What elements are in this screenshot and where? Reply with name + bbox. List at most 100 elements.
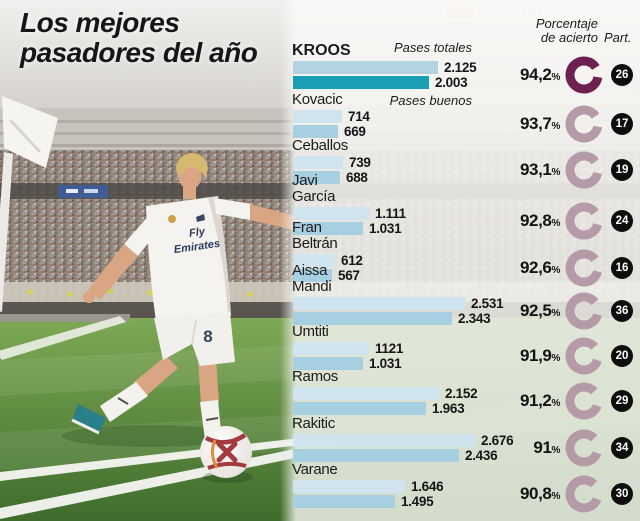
player-name-line: Rakitic	[292, 415, 335, 432]
accuracy-donut	[565, 151, 603, 189]
total-passes-bar	[293, 110, 342, 123]
participation-badge: 19	[611, 159, 633, 181]
participation-badge: 30	[611, 483, 633, 505]
good-passes-value: 567	[338, 268, 360, 283]
total-passes-value: 2.125	[444, 60, 477, 75]
good-passes-row: 567	[293, 268, 360, 283]
good-passes-row: 1.031	[293, 356, 402, 371]
total-passes-bar	[293, 61, 438, 74]
player-name-line: Javi	[292, 172, 318, 189]
title-line2: pasadores del año	[20, 37, 258, 68]
player-name-line: Ceballos	[292, 137, 348, 154]
good-passes-row: 669	[293, 124, 366, 139]
player-name: Ceballos	[292, 138, 348, 154]
good-passes-row: 688	[293, 170, 368, 185]
player-name-line: Mandi	[292, 278, 332, 295]
total-passes-bar	[293, 156, 343, 169]
jersey-sponsor-line1: Fly	[188, 226, 206, 240]
total-passes-row: 1.646	[293, 479, 444, 494]
good-passes-bar	[293, 402, 426, 415]
accuracy-donut	[565, 292, 603, 330]
far-touchline	[0, 316, 126, 360]
player-name: Ramos	[292, 369, 338, 385]
good-passes-value: 1.031	[369, 221, 402, 236]
good-passes-row: 1.963	[293, 401, 465, 416]
good-passes-value: 688	[346, 170, 368, 185]
participation-badge: 16	[611, 257, 633, 279]
short-number: 8	[203, 327, 212, 346]
accuracy-donut	[565, 475, 603, 513]
accuracy-donut	[565, 429, 603, 467]
good-passes-bar	[293, 357, 363, 370]
total-passes-row: 2.152	[293, 386, 478, 401]
accuracy-header-line1: Porcentaje	[535, 16, 598, 31]
accuracy-header-line2: de acierto	[540, 29, 598, 45]
total-passes-value: 1121	[375, 341, 404, 356]
total-passes-bar	[293, 254, 335, 267]
good-passes-bar	[293, 222, 363, 235]
good-passes-row: 2.343	[293, 311, 491, 326]
title-line1: Los mejores	[20, 7, 180, 38]
accuracy-donut	[565, 249, 603, 287]
player-name: Rakitic	[292, 416, 335, 432]
total-passes-value: 2.152	[445, 386, 478, 401]
accuracy-donut	[565, 202, 603, 240]
player-name: Javi García	[292, 172, 336, 205]
good-passes-bar	[293, 495, 395, 508]
corner-flag	[0, 96, 58, 312]
player-name: KROOS	[292, 43, 351, 59]
accuracy-donut	[565, 382, 603, 420]
total-passes-bar	[293, 480, 405, 493]
good-passes-value: 2.343	[458, 311, 491, 326]
accuracy-donut	[565, 105, 603, 143]
player-name-line: Beltrán	[292, 235, 338, 252]
player-name-line: Varane	[292, 461, 338, 478]
player-name-line: García	[292, 188, 336, 205]
good-passes-value: 2.003	[435, 75, 468, 90]
participation-badge: 29	[611, 390, 633, 412]
player-name: Fran Beltrán	[292, 219, 338, 252]
player-name-line: Kovacic	[292, 91, 343, 108]
total-passes-row: 612	[293, 253, 363, 268]
accuracy-value: 91%	[533, 438, 560, 457]
participation-badge: 24	[611, 210, 633, 232]
accuracy-value: 92,6%	[520, 258, 560, 277]
accuracy-value: 93,1%	[520, 160, 560, 179]
good-passes-bar	[293, 449, 459, 462]
accuracy-donut	[565, 337, 603, 375]
accuracy-value: 94,2%	[520, 65, 560, 84]
good-passes-value: 1.031	[369, 356, 402, 371]
player-name: Umtiti	[292, 324, 329, 340]
accuracy-value: 90,8%	[520, 484, 560, 503]
total-passes-value: 2.531	[471, 296, 504, 311]
total-passes-value: 2.676	[481, 433, 514, 448]
good-passes-bar	[293, 312, 452, 325]
total-passes-value: 1.111	[375, 206, 406, 221]
player-name-line: Ramos	[292, 368, 339, 385]
good-passes-row: 1.031	[293, 221, 402, 236]
ball	[200, 426, 253, 483]
good-passes-row: 2.436	[293, 448, 498, 463]
accuracy-value: 91,9%	[520, 346, 560, 365]
participation-badge: 26	[611, 64, 633, 86]
participation-badge: 36	[611, 300, 633, 322]
total-passes-row: 739	[293, 155, 371, 170]
participation-badge: 34	[611, 437, 633, 459]
total-passes-bar	[293, 387, 439, 400]
player-name-line: Aissa	[292, 262, 328, 279]
total-passes-value: 714	[348, 109, 370, 124]
good-passes-row: 2.003	[293, 75, 468, 90]
total-passes-bar	[293, 297, 465, 310]
good-passes-bar	[293, 269, 332, 282]
good-passes-value: 669	[344, 124, 366, 139]
participation-badge: 20	[611, 345, 633, 367]
total-passes-header: Pases totales	[393, 40, 472, 55]
accuracy-value: 92,5%	[520, 301, 560, 320]
player-name-line: KROOS	[292, 42, 351, 59]
accuracy-value: 93,7%	[520, 114, 560, 133]
total-passes-value: 739	[349, 155, 371, 170]
good-passes-bar	[293, 76, 429, 89]
player-name-line: Fran	[292, 219, 322, 236]
total-passes-value: 1.646	[411, 479, 444, 494]
